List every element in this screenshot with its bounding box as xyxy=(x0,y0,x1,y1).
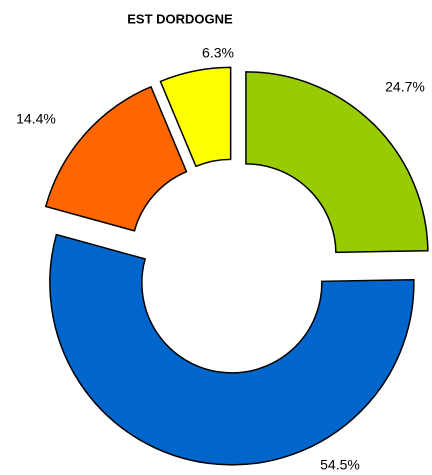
data-label: 54.5% xyxy=(320,457,360,473)
donut-slice xyxy=(159,66,232,168)
donut-slice xyxy=(49,233,415,466)
data-label: 14.4% xyxy=(16,111,56,127)
donut-slice xyxy=(44,85,188,232)
chart-title: EST DORDOGNE xyxy=(127,11,233,26)
data-label: 24.7% xyxy=(385,79,425,95)
donut-slice xyxy=(245,71,429,254)
data-label: 6.3% xyxy=(202,45,234,61)
